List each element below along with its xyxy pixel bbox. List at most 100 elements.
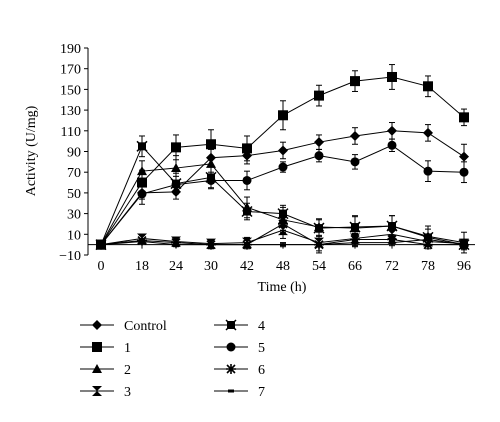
x-axis-label: Time (h) — [258, 280, 307, 295]
data-point — [280, 243, 286, 247]
marker-cross — [225, 319, 237, 331]
marker-cross — [386, 220, 398, 232]
data-point — [389, 241, 395, 245]
data-point — [423, 166, 433, 176]
x-tick-label: 42 — [240, 259, 254, 274]
data-point — [386, 220, 398, 232]
legend-marker — [92, 386, 102, 396]
y-tick-label: 50 — [67, 187, 81, 202]
chart-axes: −10 10 30 50 70 90 110 130 150 170 190 0 18 24 30 42 48 5… — [59, 42, 475, 274]
data-point — [208, 243, 214, 247]
y-tick-label: 110 — [61, 125, 81, 140]
legend-marker — [228, 389, 234, 393]
data-point — [206, 139, 216, 150]
data-point — [423, 81, 433, 92]
data-point — [459, 112, 469, 123]
data-point — [278, 225, 288, 236]
y-tick-label: 130 — [60, 104, 81, 119]
x-tick-label: 78 — [421, 259, 435, 274]
data-point — [278, 218, 288, 229]
y-tick-label: 170 — [60, 63, 81, 78]
legend-label: 4 — [258, 319, 265, 334]
legend-marker — [225, 319, 237, 331]
data-point — [387, 125, 397, 136]
x-tick-label: 24 — [169, 259, 183, 274]
y-tick-label: 70 — [67, 166, 81, 181]
y-tick-label: −10 — [59, 249, 81, 264]
data-point — [314, 151, 324, 161]
legend-label: 3 — [124, 385, 131, 400]
x-tick-label: 96 — [457, 259, 471, 274]
data-point — [171, 142, 181, 153]
x-tick-label: 0 — [98, 259, 105, 274]
y-tick-label: 10 — [67, 228, 81, 243]
data-point — [171, 180, 181, 190]
legend-label: 1 — [124, 341, 131, 356]
legend-marker — [92, 364, 102, 373]
legend-marker — [92, 320, 102, 330]
x-tick-label: 72 — [385, 259, 399, 274]
legend-item: 5 — [214, 341, 265, 356]
data-point — [173, 243, 179, 247]
x-tick-label: 48 — [276, 259, 290, 274]
legend-item: 6 — [214, 363, 265, 378]
data-point — [206, 175, 216, 185]
y-tick-label: 30 — [67, 208, 81, 223]
data-point — [459, 151, 469, 162]
legend-marker — [92, 342, 102, 352]
data-point — [242, 143, 252, 154]
data-point — [423, 127, 433, 138]
data-point — [242, 175, 252, 185]
data-point — [137, 177, 147, 188]
data-point — [136, 140, 148, 152]
data-point — [425, 237, 431, 241]
marker-cross — [277, 208, 289, 220]
data-point — [137, 189, 147, 199]
legend-item: 4 — [214, 319, 265, 334]
x-tick-label: 54 — [312, 259, 326, 274]
marker-cross — [241, 205, 253, 218]
legend-item: 3 — [80, 385, 131, 400]
data-point — [423, 239, 433, 250]
data-point — [461, 243, 467, 247]
series-7 — [98, 235, 467, 248]
data-point — [387, 140, 397, 150]
data-point — [137, 166, 147, 176]
legend-label: 6 — [258, 363, 265, 378]
data-point — [206, 158, 216, 168]
data-point — [171, 163, 181, 173]
data-point — [98, 243, 104, 247]
data-point — [278, 162, 288, 172]
legend-label: 2 — [124, 363, 131, 378]
data-point — [277, 208, 289, 220]
chart-series — [95, 64, 470, 254]
legend-item: 2 — [80, 363, 131, 378]
x-tick-label: 66 — [348, 259, 362, 274]
data-point — [349, 221, 361, 233]
data-point — [314, 90, 324, 101]
legend-item: 1 — [80, 341, 131, 356]
data-point — [387, 71, 397, 82]
data-point — [278, 110, 288, 121]
data-point — [350, 157, 360, 167]
y-tick-label: 190 — [60, 42, 81, 57]
data-point — [350, 76, 360, 87]
data-point — [244, 243, 250, 247]
data-point — [350, 130, 360, 141]
legend-marker — [226, 364, 236, 374]
legend-item: Control — [80, 319, 167, 334]
x-tick-label: 18 — [135, 259, 149, 274]
marker-cross — [313, 222, 325, 234]
marker-cross — [349, 221, 361, 233]
data-point — [352, 241, 358, 245]
y-tick-label: 90 — [67, 146, 81, 161]
data-point — [459, 167, 469, 177]
data-point — [316, 243, 322, 247]
legend-label: Control — [124, 319, 167, 334]
data-point — [278, 145, 288, 156]
legend-item: 7 — [214, 385, 265, 400]
x-tick-label: 30 — [204, 259, 218, 274]
data-point — [241, 205, 253, 218]
legend-marker — [226, 342, 236, 352]
y-tick-label: 150 — [60, 83, 81, 98]
